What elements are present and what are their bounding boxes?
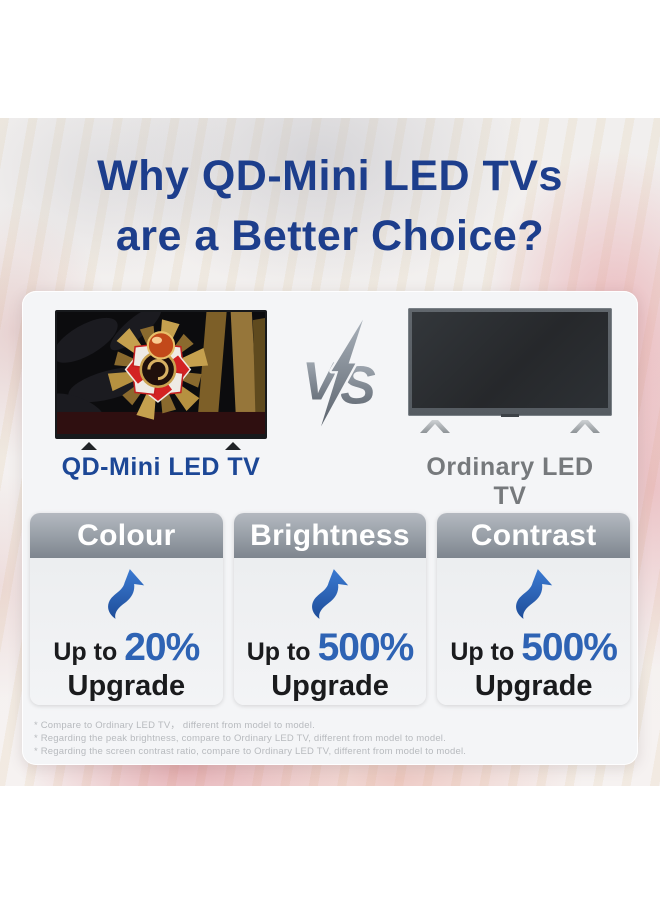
ordinary-led-tv-label: Ordinary LED TV	[426, 453, 594, 510]
card-contrast-title: Contrast	[437, 513, 631, 558]
up-arrow-icon	[312, 569, 349, 619]
upgrade-value: 20%	[124, 626, 200, 669]
page-title: Why QD-Mini LED TVs are a Better Choice?	[0, 146, 660, 266]
vs-badge: V S	[302, 319, 376, 427]
card-brightness: Brightness Up to 500% Upgrade	[233, 513, 427, 705]
footnote-brightness: * Regarding the peak brightness, compare…	[34, 733, 446, 744]
tv-stand-foot	[570, 420, 600, 433]
upgrade-suffix: Upgrade	[271, 670, 389, 702]
tv-bezel	[408, 308, 612, 416]
tv-screen-art	[57, 312, 265, 435]
page-title-line2: are a Better Choice?	[115, 212, 545, 260]
up-arrow-icon	[108, 569, 145, 619]
footnote-contrast: * Regarding the screen contrast ratio, c…	[34, 746, 467, 757]
card-contrast: Contrast Up to 500% Upgrade	[437, 513, 631, 705]
tv-logo-notch	[501, 414, 519, 417]
footnotes: * Compare to Ordinary LED TV， different …	[34, 719, 624, 758]
up-arrow-icon	[515, 569, 552, 619]
card-colour-title: Colour	[30, 513, 223, 558]
tv-stand-foot	[420, 420, 450, 433]
upgrade-suffix: Upgrade	[474, 670, 593, 702]
tv-screen-blank	[412, 312, 608, 408]
upgrade-value: 500%	[317, 626, 415, 669]
upgrade-value: 500%	[521, 626, 618, 669]
card-colour: Colour Up to 20% Upgrade	[30, 513, 223, 705]
upgrade-prefix: Up to	[450, 638, 515, 666]
tv-stand-foot	[225, 442, 241, 450]
upgrade-suffix: Upgrade	[67, 670, 186, 702]
upgrade-prefix: Up to	[53, 638, 118, 666]
tv-bezel	[55, 310, 267, 440]
qd-mini-led-tv-label: QD-Mini LED TV	[61, 453, 261, 481]
tv-stand-foot	[81, 442, 97, 450]
lightning-bolt-icon	[318, 319, 366, 427]
ordinary-led-tv-image	[408, 308, 612, 433]
qd-mini-led-tv-image	[55, 310, 267, 450]
footnote-colour: * Compare to Ordinary LED TV， different …	[34, 720, 315, 731]
page-title-line1: Why QD-Mini LED TVs	[97, 152, 563, 200]
comparison-panel: V S QD-Mini LED TV Ordinary LED TV Colou…	[22, 291, 638, 765]
card-brightness-title: Brightness	[233, 513, 427, 558]
feature-cards: Colour Up to 20% Upgrade Brightness	[30, 513, 631, 705]
upgrade-prefix: Up to	[246, 638, 311, 666]
